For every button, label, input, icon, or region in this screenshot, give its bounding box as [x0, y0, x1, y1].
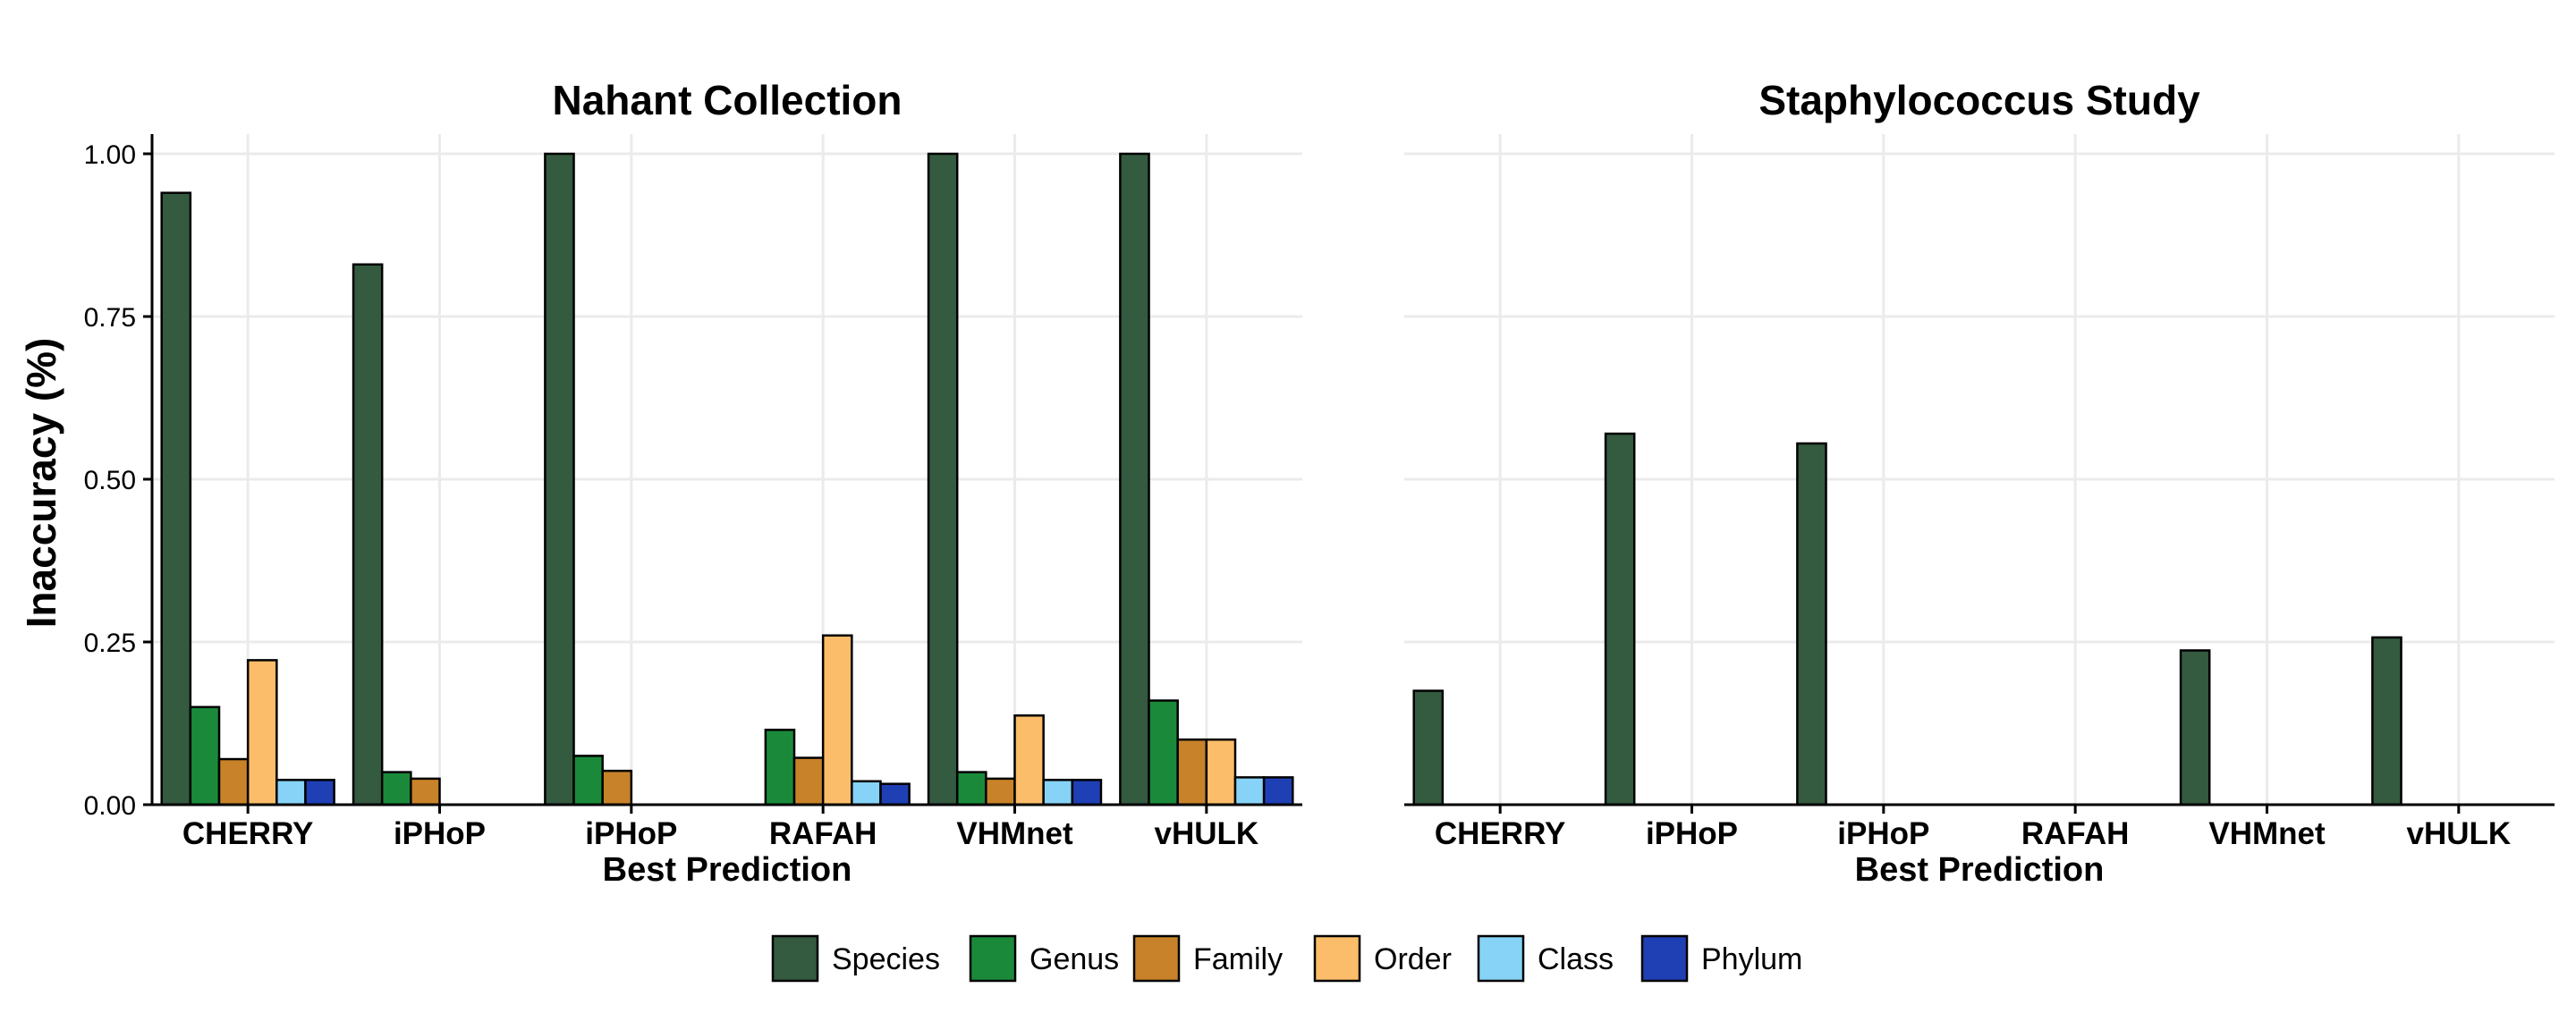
bar-phylum-5 [1262, 776, 1294, 806]
x-axis-title: Best Prediction [603, 851, 852, 889]
legend-item-phylum: Phylum [1640, 934, 1802, 983]
y-ticks: 0.00 0.25 0.50 0.75 1.00 [84, 140, 152, 821]
x-tick-label: CHERRY [182, 816, 314, 851]
legend-item-species: Species [771, 934, 940, 983]
bar-genus-2 [572, 755, 604, 806]
bar-order-4 [1013, 714, 1045, 806]
bar-genus-3 [764, 729, 796, 806]
bar-phylum-3 [879, 782, 911, 806]
bar-species-0 [1412, 689, 1445, 806]
legend-label: Phylum [1701, 942, 1802, 976]
legend-label: Order [1374, 942, 1452, 976]
bar-species-1 [352, 263, 384, 806]
x-ticks: CHERRY iPHoP iPHoP RAFAH VHMnet vHULK [182, 805, 1258, 851]
x-tick-label: iPHoP [1646, 816, 1738, 851]
x-tick-label: vHULK [1154, 816, 1258, 851]
legend-label: Species [832, 942, 940, 976]
legend-item-family: Family [1132, 934, 1283, 983]
y-tick-label: 0.75 [84, 303, 136, 333]
bar-genus-1 [380, 771, 412, 806]
legend-swatch [1640, 934, 1689, 983]
y-tick-label: 0.50 [84, 466, 136, 495]
x-axis-title: Best Prediction [1855, 851, 2105, 889]
bar-genus-5 [1148, 699, 1179, 806]
bar-genus-0 [189, 705, 221, 806]
legend-swatch [1477, 934, 1525, 983]
x-tick-label: VHMnet [956, 816, 1073, 851]
bar-family-5 [1176, 738, 1208, 806]
bar-species-5 [1119, 152, 1150, 806]
bar-class-5 [1233, 776, 1266, 806]
bar-order-5 [1205, 738, 1237, 806]
legend-swatch [1132, 934, 1181, 983]
bar-phylum-4 [1071, 779, 1103, 806]
grid [152, 134, 1302, 806]
bar-order-3 [821, 634, 853, 806]
panel-staphylococcus-study: CHERRY iPHoP iPHoP RAFAH VHMnet vHULK Staphyl… [1404, 77, 2555, 889]
legend-label: Class [1538, 942, 1614, 976]
x-tick-label: RAFAH [2021, 816, 2130, 851]
legend-swatch [969, 934, 1017, 983]
legend: Species Genus Family Order Class Phylum [771, 934, 1802, 983]
bar-order-0 [246, 659, 278, 806]
bar-family-0 [217, 757, 250, 806]
x-tick-label: RAFAH [769, 816, 877, 851]
legend-swatch [771, 934, 819, 983]
panel-title: Staphylococcus Study [1758, 77, 2200, 123]
panel-nahant-collection: 0.00 0.25 0.50 0.75 1.00 CHERRY iPHoP iPHoP RAF… [84, 77, 1302, 889]
bar-class-3 [851, 780, 882, 806]
x-tick-label: VHMnet [2208, 816, 2326, 851]
x-tick-label: iPHoP [585, 816, 677, 851]
bar-class-4 [1042, 779, 1074, 806]
bar-class-0 [275, 779, 307, 806]
legend-item-class: Class [1477, 934, 1614, 983]
bars [1412, 432, 2402, 806]
legend-swatch [1313, 934, 1361, 983]
x-tick-label: iPHoP [394, 816, 486, 851]
bar-family-3 [792, 756, 825, 806]
bar-family-1 [410, 777, 441, 806]
bar-species-5 [2371, 636, 2402, 806]
bar-species-1 [1604, 432, 1636, 806]
bar-species-0 [160, 191, 192, 806]
y-axis-title: Inaccuracy (%) [18, 338, 64, 629]
y-tick-label: 0.00 [84, 791, 136, 821]
panel-title: Nahant Collection [552, 77, 902, 123]
x-ticks: CHERRY iPHoP iPHoP RAFAH VHMnet vHULK [1435, 805, 2511, 851]
legend-label: Genus [1030, 942, 1119, 976]
legend-item-order: Order [1313, 934, 1452, 983]
y-tick-label: 0.25 [84, 629, 136, 658]
bar-species-2 [1796, 442, 1827, 806]
bar-genus-4 [955, 771, 987, 806]
bar-species-4 [927, 152, 959, 806]
bar-phylum-0 [304, 779, 335, 806]
bar-species-2 [544, 152, 575, 806]
bar-family-2 [601, 769, 633, 806]
legend-label: Family [1193, 942, 1283, 976]
bar-family-4 [985, 777, 1016, 806]
x-tick-label: iPHoP [1837, 816, 1929, 851]
x-tick-label: CHERRY [1435, 816, 1566, 851]
x-tick-label: vHULK [2406, 816, 2511, 851]
legend-item-genus: Genus [969, 934, 1119, 983]
bars [160, 152, 1294, 806]
bar-species-4 [2179, 649, 2211, 806]
y-tick-label: 1.00 [84, 140, 136, 170]
